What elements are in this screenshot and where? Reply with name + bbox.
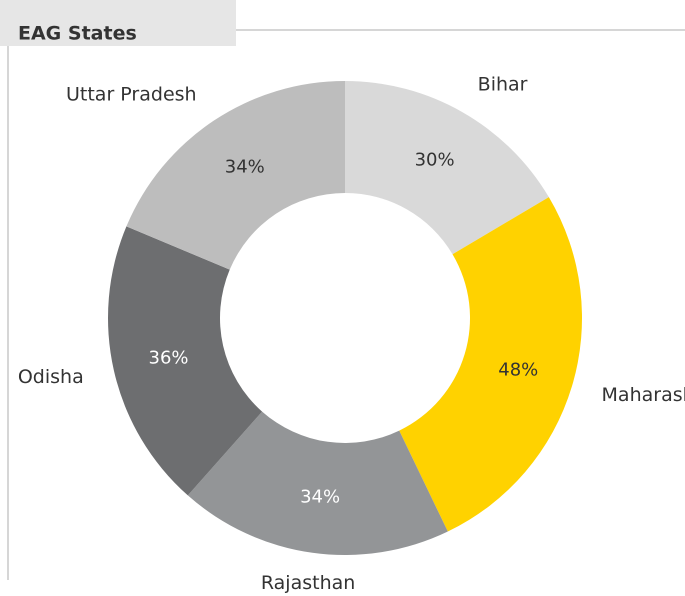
category-label: Uttar Pradesh <box>66 83 197 105</box>
category-label: Maharashtra <box>602 384 685 406</box>
value-label: 34% <box>225 156 265 177</box>
value-label: 30% <box>415 150 455 171</box>
category-label: Odisha <box>18 366 84 388</box>
value-label: 36% <box>149 347 189 368</box>
category-label: Bihar <box>478 74 528 96</box>
chart-title: EAG States <box>18 23 137 45</box>
donut-slice <box>345 81 549 255</box>
donut-slice <box>108 226 263 496</box>
donut-slice <box>399 197 582 532</box>
title-box <box>0 0 236 46</box>
donut-slice <box>187 411 448 555</box>
value-label: 34% <box>300 486 340 507</box>
donut-slice <box>126 81 345 270</box>
category-label: Rajasthan <box>261 572 355 594</box>
value-label: 48% <box>498 359 538 380</box>
